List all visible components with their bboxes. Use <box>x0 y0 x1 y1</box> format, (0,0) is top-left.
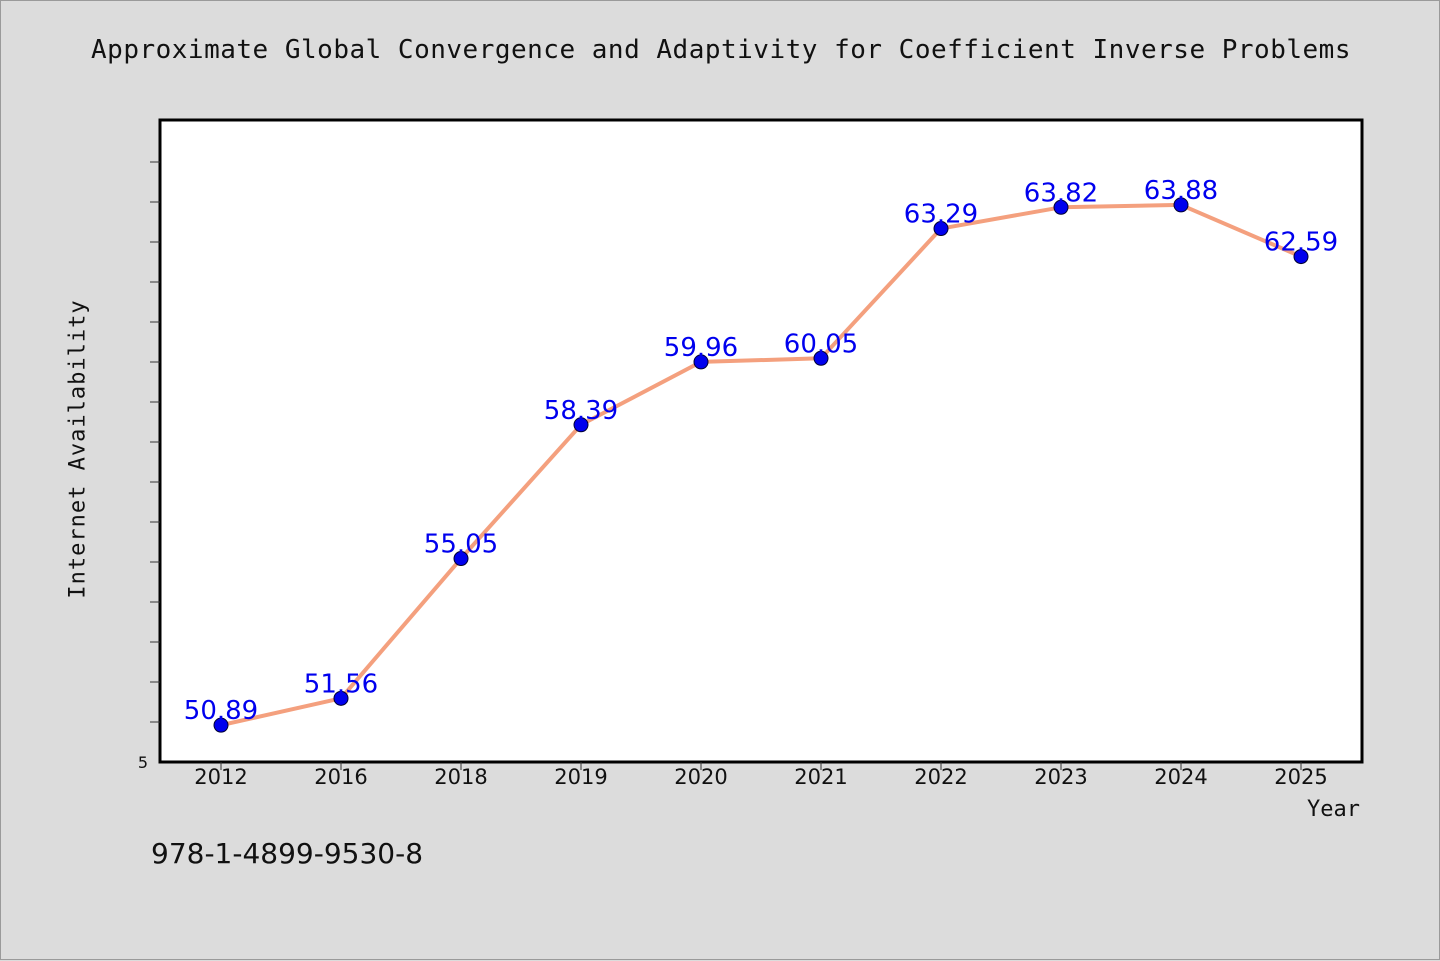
x-tick-label: 2025 <box>1274 765 1327 789</box>
x-tick-label: 2023 <box>1034 765 1087 789</box>
data-label: 59.96 <box>664 333 738 363</box>
plot-area <box>158 118 1364 764</box>
data-point <box>1173 197 1189 213</box>
x-tick-label: 2018 <box>434 765 487 789</box>
data-label: 58.39 <box>544 396 618 426</box>
data-point <box>573 417 589 433</box>
data-label: 63.82 <box>1024 178 1098 208</box>
data-point <box>333 690 349 706</box>
x-tick-label: 2016 <box>314 765 367 789</box>
x-tick-label: 2019 <box>554 765 607 789</box>
data-label: 50.89 <box>184 696 258 726</box>
data-point <box>1053 199 1069 215</box>
data-point <box>1293 249 1309 265</box>
x-tick-label: 2020 <box>674 765 727 789</box>
data-point <box>213 717 229 733</box>
y-tick-label: 5 <box>138 753 148 772</box>
x-tick-label: 2021 <box>794 765 847 789</box>
data-label: 60.05 <box>784 329 858 359</box>
x-tick-label: 2024 <box>1154 765 1207 789</box>
x-axis-label: Year <box>1307 797 1360 822</box>
x-tick-label: 2012 <box>194 765 247 789</box>
data-label: 63.29 <box>904 200 978 230</box>
data-label: 62.59 <box>1264 228 1338 258</box>
data-label: 55.05 <box>424 530 498 560</box>
data-label: 51.56 <box>304 669 378 699</box>
data-point <box>813 350 829 366</box>
chart-title: Approximate Global Convergence and Adapt… <box>91 35 1351 65</box>
data-point <box>933 221 949 237</box>
x-tick-label: 2022 <box>914 765 967 789</box>
isbn-footnote: 978-1-4899-9530-8 <box>151 837 424 870</box>
data-label: 63.88 <box>1144 176 1218 206</box>
data-point <box>693 354 709 370</box>
series-line <box>219 202 1303 728</box>
data-point <box>453 551 469 567</box>
